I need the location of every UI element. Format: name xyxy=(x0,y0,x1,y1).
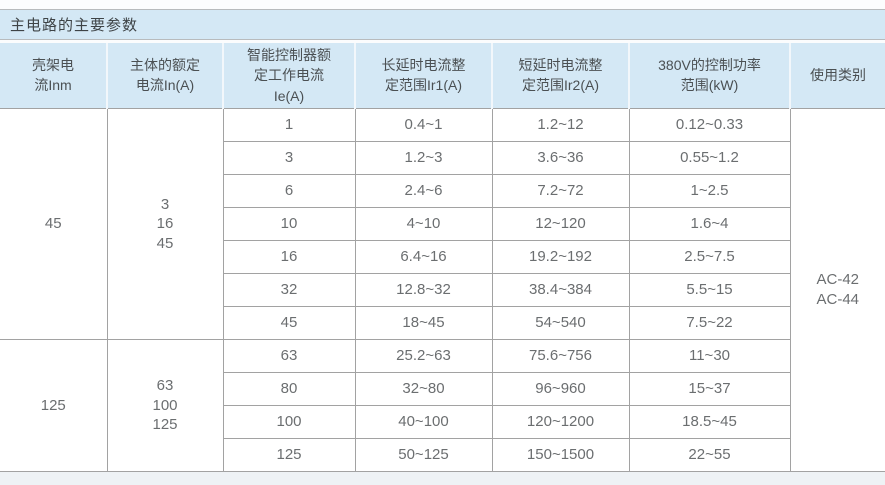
cell-controller-current: 3 xyxy=(223,140,356,175)
cell-frame-current: 125 xyxy=(0,338,108,472)
table-row: 10 4~10 12~120 1.6~4 xyxy=(0,206,885,241)
cell-long-delay-range: 4~10 xyxy=(354,206,493,241)
table-row: 6 2.4~6 7.2~72 1~2.5 xyxy=(0,173,885,208)
cell-control-power: 7.5~22 xyxy=(628,305,790,340)
cell-rated-current: 63 100 125 xyxy=(106,338,224,472)
cell-control-power: 18.5~45 xyxy=(628,404,790,439)
main-circuit-parameters-table: 壳架电 流Inm 主体的额定 电流In(A) 智能控制器额 定工作电流 Ie(A… xyxy=(0,43,885,472)
table-row: 3 1.2~3 3.6~36 0.55~1.2 xyxy=(0,140,885,175)
cell-control-power: 0.55~1.2 xyxy=(628,140,790,175)
cell-controller-current: 100 xyxy=(223,404,356,439)
cell-short-delay-range: 120~1200 xyxy=(491,404,630,439)
table-title: 主电路的主要参数 xyxy=(0,9,885,40)
cell-long-delay-range: 0.4~1 xyxy=(354,107,493,142)
cell-controller-current: 32 xyxy=(223,272,356,307)
cell-control-power: 1.6~4 xyxy=(628,206,790,241)
cell-frame-current: 45 xyxy=(0,107,108,340)
table-row: 16 6.4~16 19.2~192 2.5~7.5 xyxy=(0,239,885,274)
table-row: 32 12.8~32 38.4~384 5.5~15 xyxy=(0,272,885,307)
top-margin-strip xyxy=(0,0,885,9)
cell-long-delay-range: 32~80 xyxy=(354,371,493,406)
cell-long-delay-range: 1.2~3 xyxy=(354,140,493,175)
table-body: 45 3 16 45 1 0.4~1 1.2~12 0.12~0.33 AC-42 AC-4… xyxy=(0,107,885,472)
cell-controller-current: 16 xyxy=(223,239,356,274)
column-header-control-power: 380V的控制功率 范围(kW) xyxy=(628,43,790,109)
cell-control-power: 5.5~15 xyxy=(628,272,790,307)
table-row: 45 18~45 54~540 7.5~22 xyxy=(0,305,885,340)
cell-long-delay-range: 40~100 xyxy=(354,404,493,439)
table-row: 125 63 100 125 63 25.2~63 75.6~756 11~30 xyxy=(0,338,885,472)
cell-short-delay-range: 12~120 xyxy=(491,206,630,241)
table-row: 45 3 16 45 1 0.4~1 1.2~12 0.12~0.33 AC-42 AC-4… xyxy=(0,107,885,472)
cell-control-power: 15~37 xyxy=(628,371,790,406)
cell-short-delay-range: 96~960 xyxy=(491,371,630,406)
cell-short-delay-range: 3.6~36 xyxy=(491,140,630,175)
column-header-long-delay-range: 长延时电流整 定范围Ir1(A) xyxy=(354,43,492,109)
cell-usage-category: AC-42 AC-44 xyxy=(789,107,885,472)
cell-short-delay-range: 54~540 xyxy=(491,305,630,340)
cell-long-delay-range: 12.8~32 xyxy=(354,272,493,307)
cell-controller-current: 6 xyxy=(223,173,356,208)
cell-long-delay-range: 6.4~16 xyxy=(354,239,493,274)
cell-controller-current: 63 xyxy=(222,338,356,373)
cell-controller-current: 80 xyxy=(223,371,356,406)
column-header-rated-current: 主体的额定 电流In(A) xyxy=(106,43,223,109)
cell-short-delay-range: 75.6~756 xyxy=(491,338,630,373)
bottom-margin-strip xyxy=(0,471,885,485)
cell-long-delay-range: 2.4~6 xyxy=(354,173,493,208)
header-row: 壳架电 流Inm 主体的额定 电流In(A) 智能控制器额 定工作电流 Ie(A… xyxy=(0,43,885,109)
cell-short-delay-range: 150~1500 xyxy=(491,437,630,472)
cell-short-delay-range: 19.2~192 xyxy=(491,239,630,274)
cell-short-delay-range: 1.2~12 xyxy=(491,107,630,142)
title-table-gap xyxy=(0,40,885,43)
column-header-controller-current: 智能控制器额 定工作电流 Ie(A) xyxy=(222,43,355,109)
cell-controller-current: 45 xyxy=(223,305,356,340)
cell-short-delay-range: 38.4~384 xyxy=(491,272,630,307)
cell-control-power: 11~30 xyxy=(628,338,790,373)
cell-long-delay-range: 50~125 xyxy=(354,437,493,472)
table-row: 125 50~125 150~1500 22~55 xyxy=(0,437,885,472)
cell-controller-current: 10 xyxy=(223,206,356,241)
table-row: 100 40~100 120~1200 18.5~45 xyxy=(0,404,885,439)
column-header-frame-current: 壳架电 流Inm xyxy=(0,43,107,109)
cell-control-power: 0.12~0.33 xyxy=(628,107,791,142)
column-header-usage-category: 使用类别 xyxy=(789,43,885,109)
cell-controller-current: 125 xyxy=(223,437,356,472)
cell-rated-current: 3 16 45 xyxy=(106,107,224,340)
cell-control-power: 2.5~7.5 xyxy=(628,239,790,274)
cell-control-power: 22~55 xyxy=(628,437,790,472)
cell-long-delay-range: 18~45 xyxy=(354,305,493,340)
cell-long-delay-range: 25.2~63 xyxy=(354,338,493,373)
cell-short-delay-range: 7.2~72 xyxy=(491,173,630,208)
cell-control-power: 1~2.5 xyxy=(628,173,790,208)
column-header-short-delay-range: 短延时电流整 定范围Ir2(A) xyxy=(491,43,629,109)
cell-controller-current: 1 xyxy=(222,107,356,142)
